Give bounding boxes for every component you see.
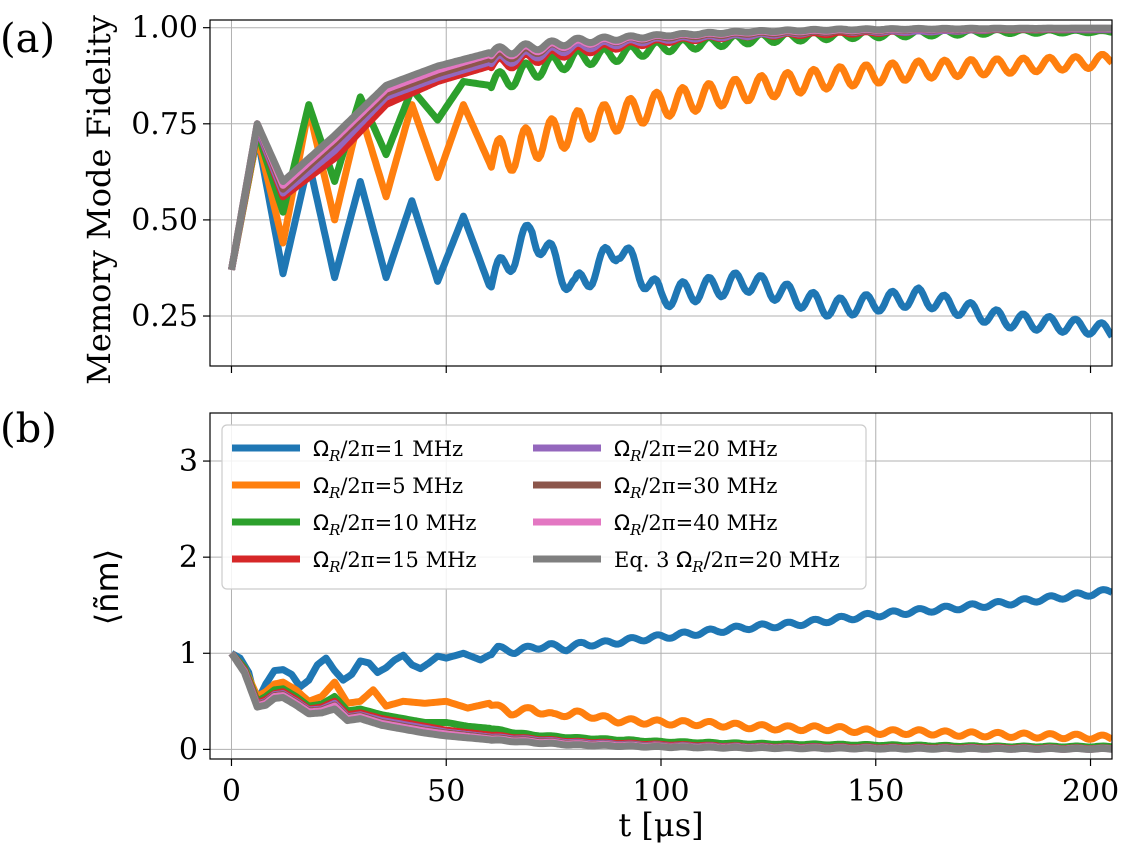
legend-label: Eq. 3 ΩR/2π=20 MHz (614, 548, 840, 576)
series-group-a (228, 24, 1112, 339)
x-axis-label: t [μs] (618, 806, 703, 844)
y-axis-label-b: ⟨ñm⟩ (88, 549, 126, 625)
legend-label: ΩR/2π=30 MHz (614, 474, 777, 502)
series-line-a-1 (228, 51, 1112, 271)
legend-label: ΩR/2π=40 MHz (614, 511, 777, 539)
panel-b: 0 50 100 150 200 0 1 2 3 (b) ⟨ñm⟩ t [μs] ΩR/2π=1… (0, 406, 1119, 844)
y-axis-label-a: Memory Mode Fidelity (80, 15, 118, 385)
legend-label: ΩR/2π=1 MHz (313, 437, 463, 465)
y-tick-label: 0.50 (131, 203, 198, 238)
series-line-b-1 (228, 650, 1112, 743)
y-tick-label: 0 (179, 732, 198, 767)
panel-label-b: (b) (0, 406, 57, 452)
legend-label: ΩR/2π=5 MHz (313, 474, 463, 502)
legend-label: ΩR/2π=15 MHz (313, 548, 476, 576)
y-tick-label: 3 (179, 444, 198, 479)
legend-label: ΩR/2π=10 MHz (313, 511, 476, 539)
series-line-b-0 (229, 586, 1112, 705)
y-tick-label: 2 (179, 540, 198, 575)
x-tick-label: 0 (222, 774, 241, 809)
x-tick-label: 200 (1062, 774, 1119, 809)
legend-label: ΩR/2π=20 MHz (614, 437, 777, 465)
x-tick-label: 100 (632, 774, 689, 809)
y-tick-label: 0.75 (131, 107, 198, 142)
legend: ΩR/2π=1 MHz ΩR/2π=5 MHz ΩR/2π=10 MHz ΩR/2π=… (221, 424, 867, 590)
x-tick-label: 50 (427, 774, 465, 809)
x-tick-label: 150 (847, 774, 904, 809)
series-line-b-7 (228, 651, 1112, 753)
ticks-b: 0 50 100 150 200 0 1 2 3 (179, 444, 1119, 809)
series-line-a-7 (228, 24, 1112, 271)
series-group-b (228, 586, 1112, 753)
ticks-a: 0.25 0.50 0.75 1.00 (131, 11, 1092, 373)
legend-box (221, 424, 867, 590)
y-tick-label: 1.00 (131, 11, 198, 46)
series-line-a-0 (228, 131, 1112, 339)
panel-label-a: (a) (0, 16, 55, 62)
y-tick-label: 1 (179, 636, 198, 671)
y-tick-label: 0.25 (131, 299, 198, 334)
